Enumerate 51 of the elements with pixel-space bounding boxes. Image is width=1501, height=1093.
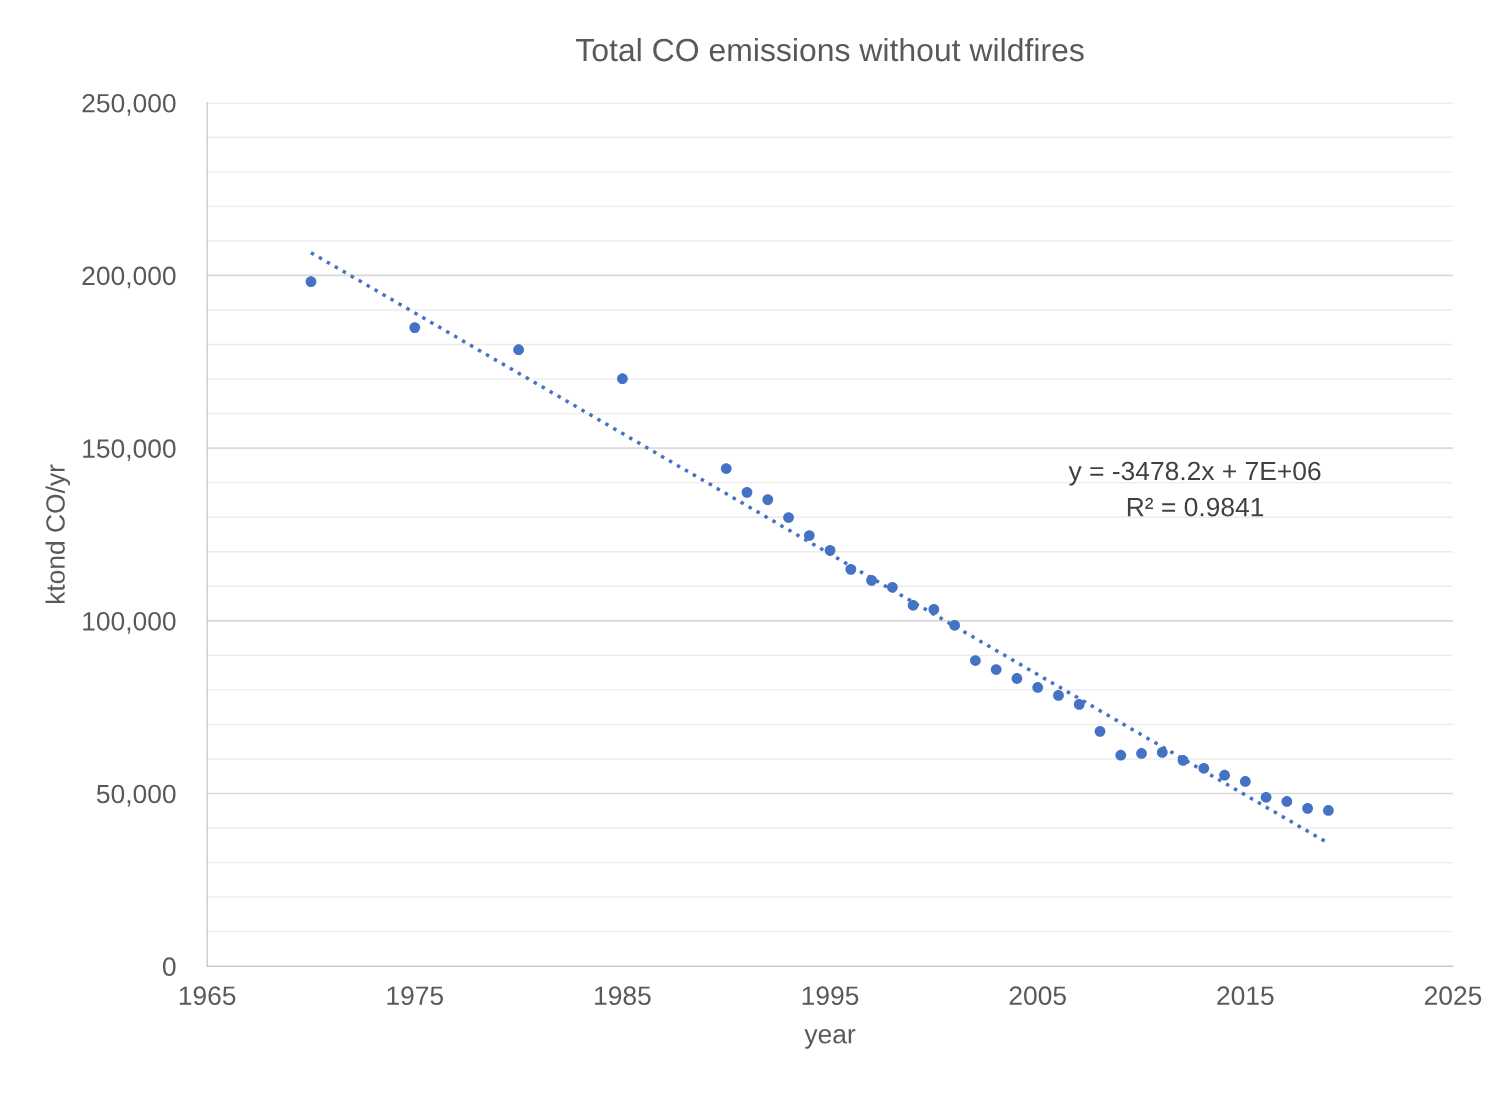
- y-axis-title: ktond CO/yr: [45, 464, 71, 604]
- annotation: y = -3478.2x + 7E+06 R² = 0.9841: [1068, 461, 1321, 517]
- point: [928, 604, 940, 615]
- x-tick-label: 1985: [595, 986, 651, 1006]
- chart-title: Total CO emissions without wildfires: [576, 37, 1084, 62]
- point: [617, 373, 628, 385]
- y-tick-label: 100,000: [83, 611, 176, 634]
- x-axis-title: year: [804, 1029, 856, 1049]
- x-tick-label: 2025: [1424, 986, 1482, 1006]
- y-tick-label: 200,000: [82, 266, 176, 289]
- point: [907, 599, 919, 611]
- point: [1323, 805, 1334, 816]
- point: [741, 486, 753, 498]
- point: [1281, 796, 1293, 807]
- point: [1115, 749, 1127, 761]
- point: [1032, 682, 1044, 693]
- point: [1302, 802, 1313, 814]
- x-tick-label: 2015: [1217, 986, 1274, 1006]
- point: [866, 575, 877, 586]
- point: [513, 344, 524, 356]
- point: [824, 544, 836, 556]
- point: [845, 563, 857, 575]
- y-tick-label: 50,000: [96, 784, 176, 807]
- point: [1198, 762, 1210, 774]
- point: [949, 619, 961, 631]
- point: [803, 530, 815, 541]
- point: [1156, 747, 1168, 758]
- y-tick-label: 150,000: [83, 439, 176, 462]
- point: [886, 581, 898, 593]
- x-tick-label: 1995: [802, 986, 859, 1006]
- point: [762, 494, 774, 505]
- point: [1239, 776, 1251, 787]
- x-tick-label: 1975: [387, 986, 444, 1006]
- x-tick-label: 1965: [179, 986, 236, 1006]
- point: [1094, 725, 1106, 737]
- point: [990, 664, 1002, 675]
- point: [1011, 673, 1023, 684]
- point: [1136, 748, 1147, 759]
- point: [1260, 791, 1272, 803]
- point: [1053, 690, 1064, 701]
- point: [1073, 699, 1085, 710]
- y-tick-label: 250,000: [82, 93, 176, 116]
- point: [305, 276, 317, 288]
- point: [409, 322, 421, 333]
- point: [720, 463, 732, 474]
- x-tick-label: 2005: [1009, 986, 1066, 1006]
- y-tick-label: 0: [162, 957, 176, 977]
- point: [783, 512, 794, 523]
- point: [1219, 769, 1230, 781]
- point: [970, 655, 981, 666]
- point: [1177, 754, 1189, 766]
